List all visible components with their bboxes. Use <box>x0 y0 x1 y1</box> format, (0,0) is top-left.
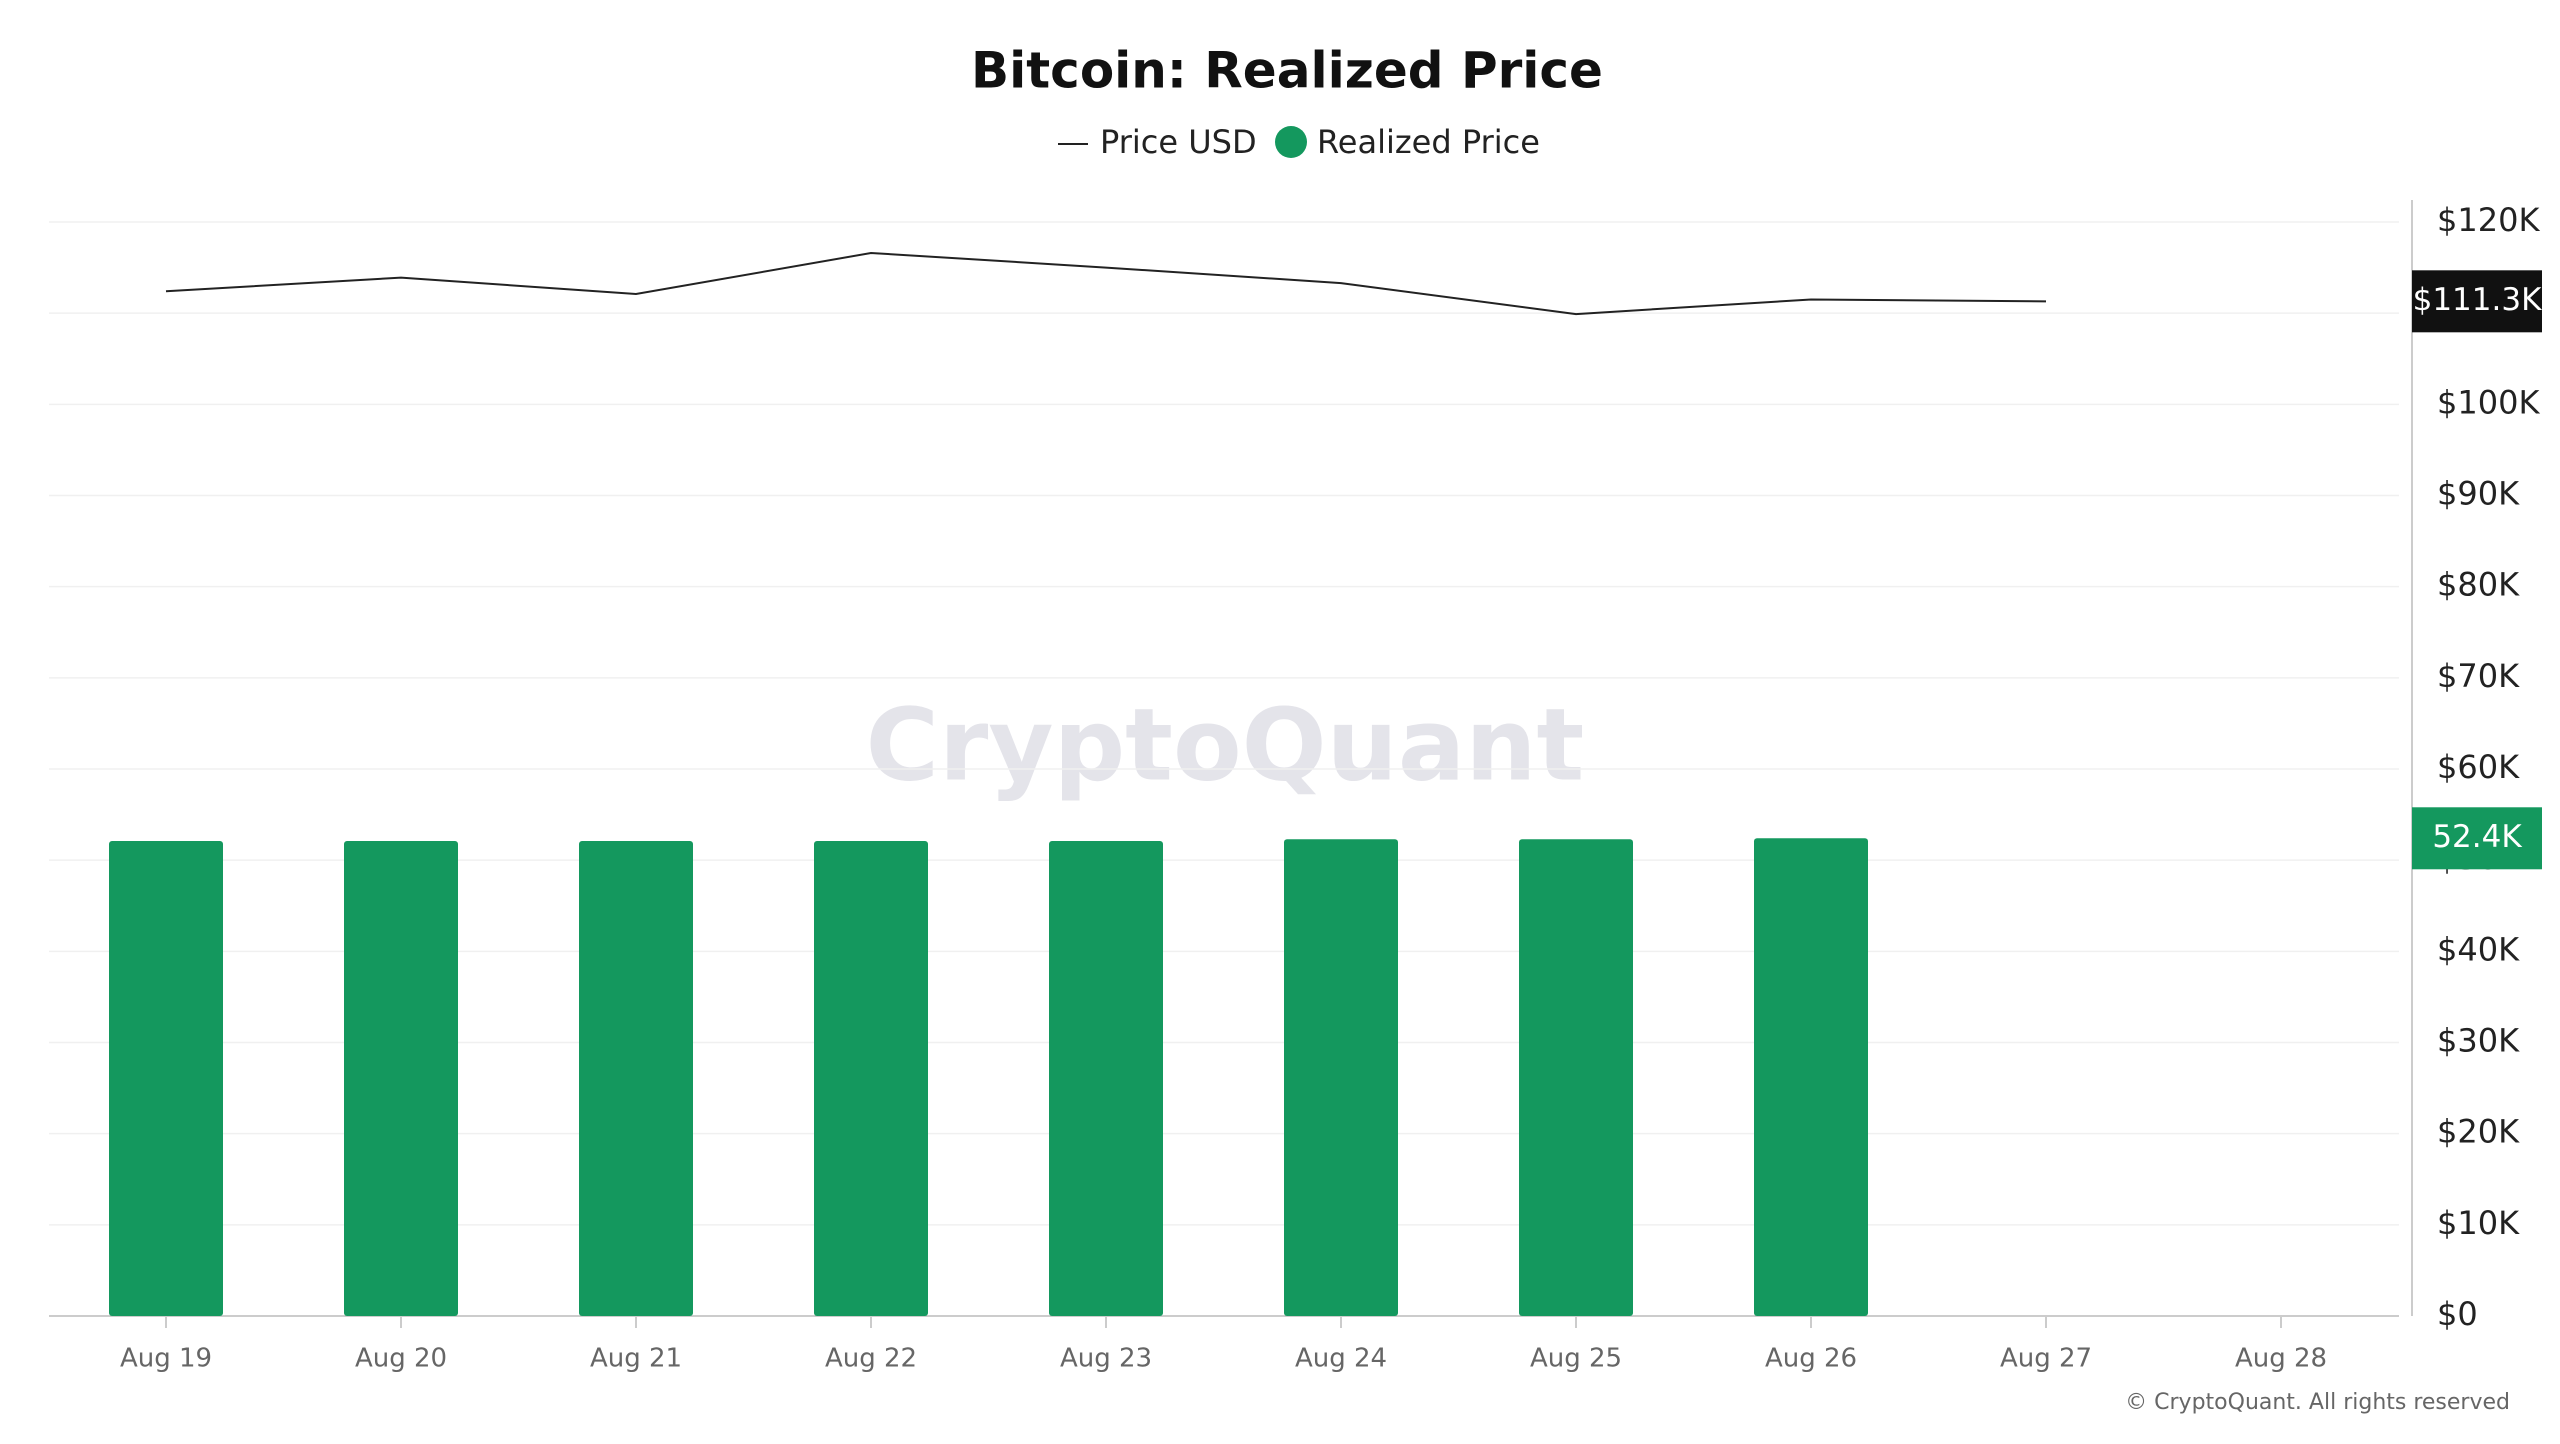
y-tick-label: $0 <box>2437 1295 2478 1333</box>
x-tick-label: Aug 19 <box>120 1344 212 1374</box>
last-value-label: $111.3K <box>2413 282 2542 318</box>
last-value-label: 52.4K <box>2432 819 2522 855</box>
y-tick-label: $90K <box>2437 475 2520 513</box>
x-tick-label: Aug 23 <box>1060 1344 1152 1374</box>
y-tick-label: $10K <box>2437 1204 2520 1242</box>
x-tick-label: Aug 26 <box>1765 1344 1857 1374</box>
price-line <box>165 251 2047 316</box>
legend-swatch <box>1275 126 1307 158</box>
bar <box>814 841 928 1316</box>
bar <box>1754 838 1868 1316</box>
bar <box>1284 839 1398 1316</box>
y-tick-label: $70K <box>2437 657 2520 695</box>
x-tick-label: Aug 28 <box>2235 1344 2327 1374</box>
y-tick-label: $120K <box>2437 201 2540 239</box>
x-tick-label: Aug 21 <box>590 1344 682 1374</box>
bar <box>1519 839 1633 1316</box>
last-value-box <box>2412 270 2542 333</box>
bar <box>109 841 223 1316</box>
x-tick-label: Aug 22 <box>825 1344 917 1374</box>
footer: © CryptoQuant. All rights reserved <box>2125 1390 2510 1415</box>
y-tick-label: $80K <box>2437 566 2520 604</box>
bar <box>344 841 458 1316</box>
y-tick-label: $40K <box>2437 930 2520 968</box>
y-tick-label: $100K <box>2437 383 2540 421</box>
x-tick-label: Aug 20 <box>355 1344 447 1374</box>
y-tick-label: $30K <box>2437 1022 2520 1060</box>
x-tick-label: Aug 25 <box>1530 1344 1622 1374</box>
last-value-box <box>2412 807 2542 870</box>
bar <box>579 841 693 1316</box>
bar <box>1049 841 1163 1316</box>
watermark: CryptoQuant <box>866 686 1585 803</box>
y-tick-label: $60K <box>2437 748 2520 786</box>
y-tick-label: $20K <box>2437 1113 2520 1151</box>
x-tick-label: Aug 27 <box>2000 1344 2092 1374</box>
legend-label: Price USD <box>1100 123 1257 161</box>
x-tick-label: Aug 24 <box>1295 1344 1387 1374</box>
legend-label: Realized Price <box>1317 123 1540 161</box>
chart-title: Bitcoin: Realized Price <box>971 42 1603 100</box>
